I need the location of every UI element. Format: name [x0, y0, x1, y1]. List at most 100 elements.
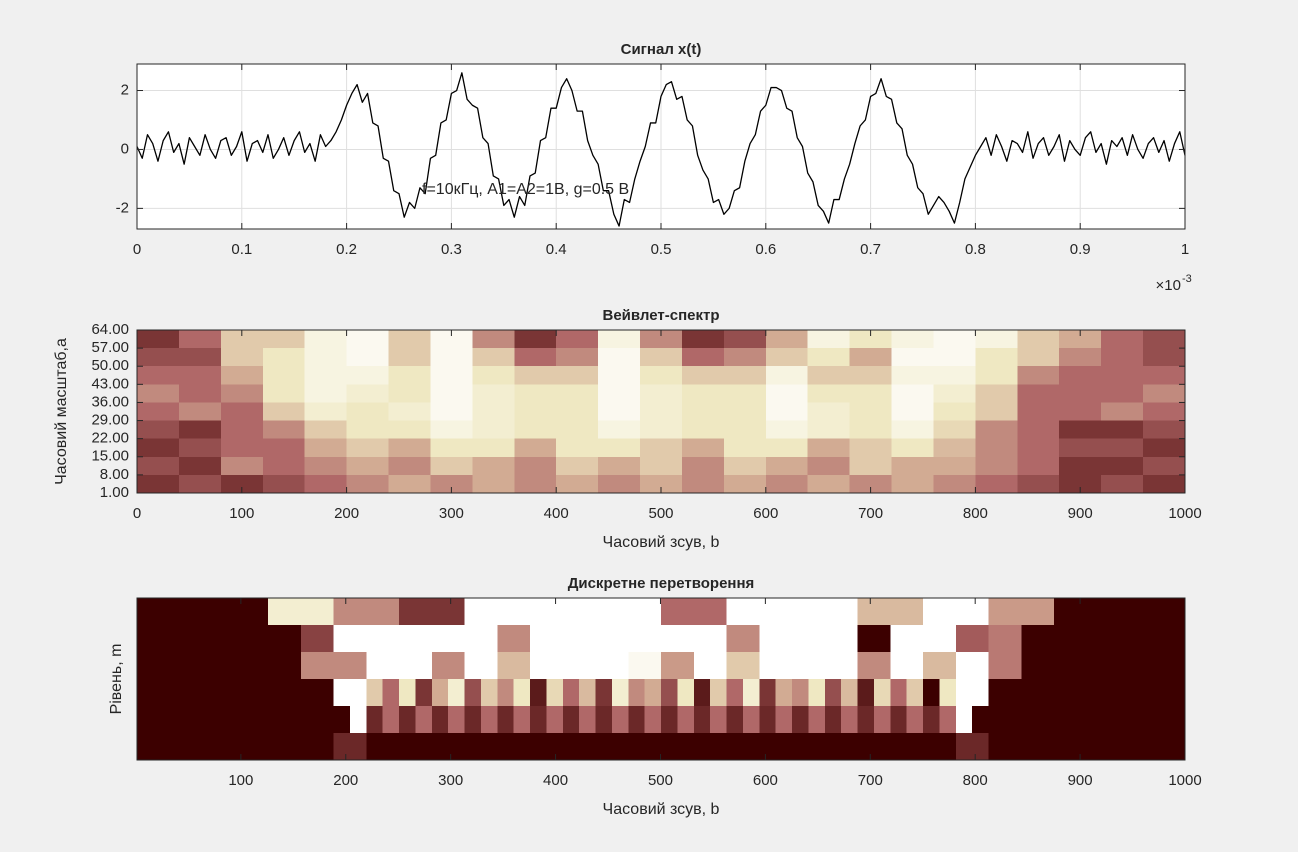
heatmap-cell: [513, 679, 531, 707]
heatmap-cell: [808, 679, 826, 707]
heatmap-cell: [988, 679, 1006, 707]
heatmap-cell: [906, 679, 924, 707]
heatmap-cell: [792, 652, 826, 680]
chart-title: Вейвлет-спектр: [603, 307, 720, 324]
heatmap-cell: [1017, 438, 1060, 458]
heatmap-cell: [890, 652, 924, 680]
heatmap-cell: [220, 474, 264, 494]
chart-title: Сигнал x(t): [621, 41, 702, 58]
x-tick-label: 1000: [1168, 772, 1201, 789]
x-tick-label: 0: [133, 241, 141, 258]
heatmap-cell: [530, 598, 597, 626]
x-tick-label: 800: [963, 505, 988, 522]
heatmap-cell: [137, 598, 204, 626]
heatmap-cell: [251, 679, 269, 707]
heatmap-cell: [723, 348, 767, 367]
heatmap-cell: [792, 625, 826, 653]
x-tick-label: 400: [543, 772, 568, 789]
heatmap-cell: [304, 348, 348, 367]
heatmap-cell: [137, 420, 180, 440]
heatmap-cell: [304, 402, 348, 422]
heatmap-cell: [1004, 679, 1022, 707]
x-tick-label: 0.6: [755, 241, 776, 258]
heatmap-cell: [556, 366, 599, 385]
heatmap-cell: [346, 330, 390, 349]
heatmap-cell: [388, 474, 432, 494]
heatmap-cell: [807, 438, 851, 458]
x-tick-label: 200: [333, 772, 358, 789]
heatmap-cell: [1152, 679, 1170, 707]
heatmap-cell: [382, 679, 400, 707]
heatmap-cell: [1054, 652, 1088, 680]
heatmap-cell: [726, 706, 744, 734]
heatmap-cell: [399, 598, 466, 626]
x-tick-label: 300: [439, 505, 464, 522]
heatmap-cell: [430, 402, 473, 422]
heatmap-cell: [262, 438, 306, 458]
heatmap-cell: [891, 402, 935, 422]
heatmap-cell: [1054, 625, 1088, 653]
y-tick-label: 64.00: [91, 321, 129, 338]
x-tick-label: 600: [753, 505, 778, 522]
heatmap-cell: [472, 330, 515, 349]
heatmap-cell: [431, 652, 466, 680]
heatmap-cell: [268, 652, 302, 680]
heatmap-cell: [530, 733, 564, 761]
heatmap-cell: [681, 348, 725, 367]
x-tick-label: 700: [858, 505, 883, 522]
heatmap-cell: [857, 733, 891, 761]
heatmap-cell: [1168, 679, 1186, 707]
heatmap-cell: [1059, 330, 1102, 349]
heatmap-cell: [346, 384, 390, 404]
heatmap-cell: [595, 625, 629, 653]
heatmap-cell: [137, 733, 171, 761]
x-tick-label: 700: [858, 772, 883, 789]
x-tick-label: 900: [1068, 505, 1093, 522]
heatmap-cell: [1054, 598, 1121, 626]
x-tick-label: 0: [133, 505, 141, 522]
heatmap-cell: [923, 652, 957, 680]
heatmap-cell: [775, 679, 793, 707]
heatmap-cell: [1103, 706, 1121, 734]
heatmap-cell: [1119, 679, 1137, 707]
heatmap-cell: [1086, 706, 1104, 734]
heatmap-cell: [1143, 474, 1186, 494]
heatmap-cell: [556, 348, 599, 367]
heatmap-cell: [220, 456, 264, 476]
heatmap-cell: [1070, 679, 1088, 707]
heatmap-cell: [640, 474, 683, 494]
heatmap-cell: [556, 402, 599, 422]
heatmap-cell: [431, 706, 449, 734]
heatmap-cell: [514, 420, 557, 440]
heatmap-cell: [891, 438, 935, 458]
heatmap-cell: [742, 706, 760, 734]
heatmap-cell: [923, 679, 940, 707]
heatmap-cell: [366, 733, 400, 761]
heatmap-cell: [366, 625, 400, 653]
x-tick-label: 0.7: [860, 241, 881, 258]
heatmap-cell: [939, 706, 957, 734]
heatmap-cell: [235, 706, 253, 734]
heatmap-cell: [169, 625, 204, 653]
heatmap-cell: [262, 384, 306, 404]
heatmap-cell: [399, 679, 416, 707]
heatmap-cell: [300, 679, 318, 707]
heatmap-cell: [415, 679, 433, 707]
heatmap-cell: [262, 456, 306, 476]
heatmap-cell: [681, 384, 725, 404]
heatmap-cell: [681, 456, 725, 476]
heatmap-cell: [640, 438, 683, 458]
heatmap-cell: [640, 348, 683, 367]
heatmap-cell: [137, 625, 171, 653]
heatmap-cell: [346, 402, 390, 422]
heatmap-cell: [304, 420, 348, 440]
heatmap-cell: [988, 733, 1022, 761]
axes-box: [136, 329, 1186, 494]
x-tick-label: 0.1: [231, 241, 252, 258]
x-tick-label: 1: [1181, 241, 1189, 258]
heatmap-cell: [628, 733, 662, 761]
heatmap-cell: [640, 366, 683, 385]
x-tick-label: 500: [648, 772, 673, 789]
heatmap-cell: [169, 679, 187, 707]
heatmap-cell: [480, 706, 498, 734]
